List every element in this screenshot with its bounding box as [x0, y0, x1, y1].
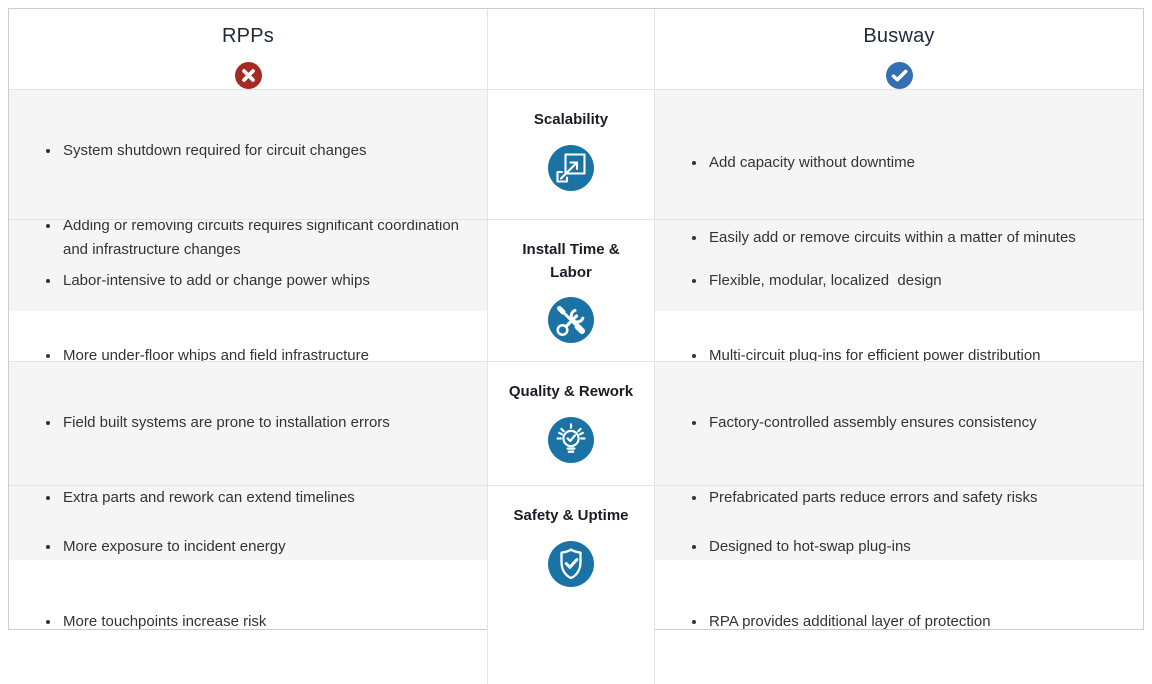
bullet-list: Labor-intensive to add or change power w… [9, 220, 384, 418]
bullet-item: Adding or removing circuits requires sig… [61, 214, 473, 261]
busway-cell-quality: Factory-controlled assembly ensures cons… [655, 362, 1143, 560]
comparison-table: RPPs Busway System shutdown required for… [8, 8, 1144, 684]
header-row: RPPs Busway [9, 9, 1143, 89]
row-install-time-labor: Labor-intensive to add or change power w… [9, 219, 1143, 418]
category-label: Safety & Uptime [513, 507, 629, 524]
check-circle-icon [885, 62, 913, 89]
bullet-item: Labor-intensive to add or change power w… [61, 269, 370, 293]
bullet-item: More exposure to incident energy [61, 535, 286, 559]
scale-expand-icon [548, 144, 594, 191]
category-label: Quality & Rework [508, 383, 634, 400]
busway-header-cell: Busway [655, 9, 1143, 89]
bullet-item: Prefabricated parts reduce errors and sa… [707, 486, 1037, 510]
bullet-item: Easily add or remove circuits within a m… [707, 226, 1076, 250]
bullet-item: Field built systems are prone to install… [61, 411, 390, 435]
rpps-cell-safety: More exposure to incident energy More to… [9, 486, 487, 684]
category-label: Install Time & Labor [522, 241, 620, 281]
category-label: Scalability [533, 111, 609, 128]
rpps-cell-scalability: System shutdown required for circuit cha… [9, 90, 487, 312]
bullet-item: Add capacity without downtime [707, 151, 1076, 175]
bullet-item: Designed to hot-swap plug-ins [707, 535, 991, 559]
bullet-item: System shutdown required for circuit cha… [61, 139, 473, 163]
bullet-item: More touchpoints increase risk [61, 610, 286, 634]
bullet-item: More under-floor whips and field infrast… [61, 344, 370, 368]
busway-cell-safety: Designed to hot-swap plug-ins RPA provid… [655, 486, 1143, 684]
bullet-item: Extra parts and rework can extend timeli… [61, 486, 390, 510]
bullet-list: Designed to hot-swap plug-ins RPA provid… [655, 486, 1005, 684]
bullet-list: System shutdown required for circuit cha… [9, 90, 487, 311]
busway-column-title: Busway [863, 25, 935, 47]
header-spacer-cell [487, 9, 655, 89]
busway-cell-install: Flexible, modular, localized design Mult… [655, 220, 1143, 418]
bullet-list: More exposure to incident energy More to… [9, 486, 300, 684]
category-cell-safety: Safety & Uptime [487, 486, 655, 684]
bullet-item: Factory-controlled assembly ensures cons… [707, 411, 1037, 435]
rpps-column-title: RPPs [222, 25, 274, 47]
row-safety-uptime: More exposure to incident energy More to… [9, 485, 1143, 684]
bullet-item: RPA provides additional layer of protect… [707, 610, 991, 634]
rpps-cell-quality: Field built systems are prone to install… [9, 362, 487, 560]
cross-circle-icon [234, 62, 262, 89]
bullet-list: Field built systems are prone to install… [9, 362, 404, 560]
bullet-list: Factory-controlled assembly ensures cons… [655, 362, 1051, 560]
row-scalability: System shutdown required for circuit cha… [9, 89, 1143, 312]
rpps-header-cell: RPPs [9, 9, 487, 89]
shield-check-icon [548, 540, 594, 587]
bullet-list: Add capacity without downtime Easily add… [655, 102, 1090, 300]
bullet-list: Flexible, modular, localized design Mult… [655, 220, 1055, 418]
bullet-item: Multi-circuit plug-ins for efficient pow… [707, 344, 1041, 368]
rpps-cell-install: Labor-intensive to add or change power w… [9, 220, 487, 418]
lightbulb-check-icon [548, 416, 594, 463]
row-quality-rework: Field built systems are prone to install… [9, 361, 1143, 560]
busway-cell-scalability: Add capacity without downtime Easily add… [655, 90, 1143, 312]
tools-icon [548, 297, 594, 343]
bullet-item: Flexible, modular, localized design [707, 269, 1041, 293]
